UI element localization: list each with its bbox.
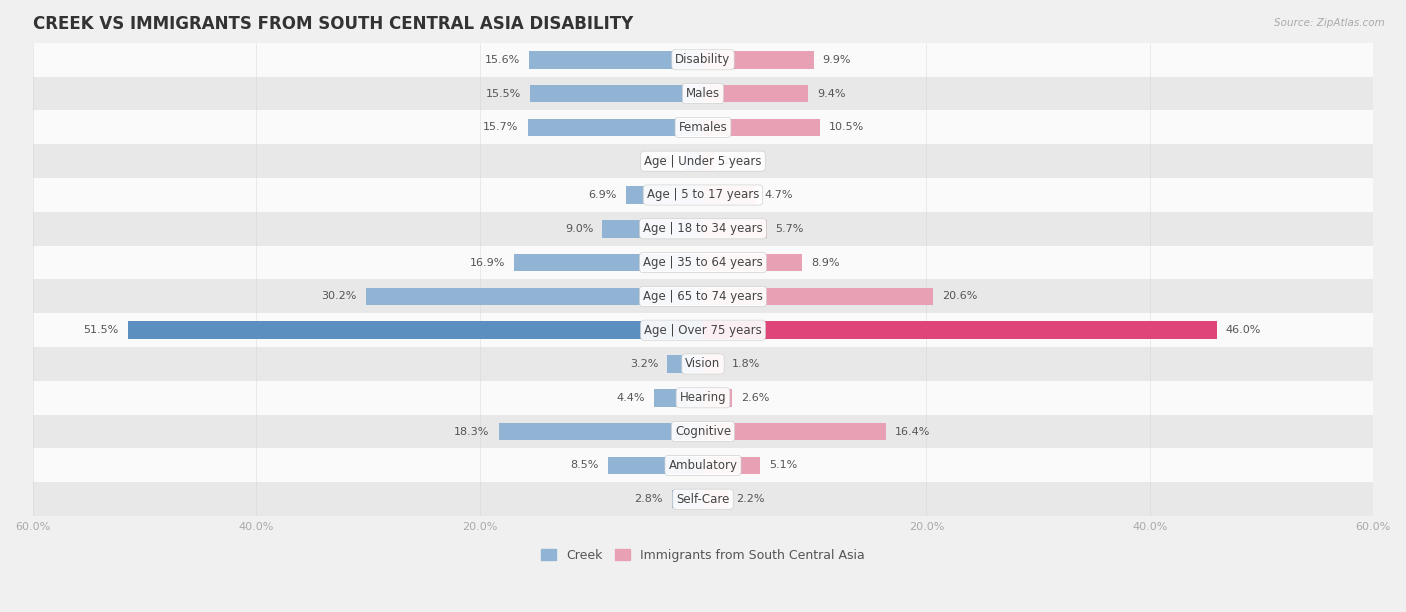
Text: 9.4%: 9.4% bbox=[817, 89, 845, 99]
Text: Ambulatory: Ambulatory bbox=[668, 459, 738, 472]
Bar bbox=[626, 186, 703, 204]
Text: Females: Females bbox=[679, 121, 727, 134]
Text: 51.5%: 51.5% bbox=[83, 325, 118, 335]
Text: 5.7%: 5.7% bbox=[776, 224, 804, 234]
Text: CREEK VS IMMIGRANTS FROM SOUTH CENTRAL ASIA DISABILITY: CREEK VS IMMIGRANTS FROM SOUTH CENTRAL A… bbox=[32, 15, 633, 33]
Text: Hearing: Hearing bbox=[679, 391, 727, 405]
Text: Age | 35 to 64 years: Age | 35 to 64 years bbox=[643, 256, 763, 269]
Bar bbox=[703, 288, 934, 305]
Bar bbox=[527, 119, 703, 136]
Bar bbox=[32, 43, 1374, 76]
Bar bbox=[607, 457, 703, 474]
Bar bbox=[703, 85, 808, 102]
Text: 16.4%: 16.4% bbox=[896, 427, 931, 436]
Text: Males: Males bbox=[686, 87, 720, 100]
Bar bbox=[32, 381, 1374, 415]
Text: 9.0%: 9.0% bbox=[565, 224, 593, 234]
Text: Age | 65 to 74 years: Age | 65 to 74 years bbox=[643, 290, 763, 303]
Bar bbox=[32, 144, 1374, 178]
Bar bbox=[32, 245, 1374, 280]
Bar bbox=[32, 212, 1374, 245]
Text: 2.2%: 2.2% bbox=[737, 494, 765, 504]
Bar bbox=[32, 178, 1374, 212]
Bar bbox=[515, 254, 703, 271]
Text: 5.1%: 5.1% bbox=[769, 460, 797, 471]
Bar bbox=[530, 85, 703, 102]
Bar bbox=[703, 51, 814, 69]
Text: 15.5%: 15.5% bbox=[485, 89, 520, 99]
Text: Disability: Disability bbox=[675, 53, 731, 66]
Bar bbox=[703, 119, 820, 136]
Text: 2.8%: 2.8% bbox=[634, 494, 662, 504]
Text: Age | Over 75 years: Age | Over 75 years bbox=[644, 324, 762, 337]
Bar bbox=[529, 51, 703, 69]
Bar bbox=[703, 321, 1218, 339]
Text: 4.7%: 4.7% bbox=[765, 190, 793, 200]
Bar bbox=[703, 186, 755, 204]
Text: 8.9%: 8.9% bbox=[811, 258, 839, 267]
Bar bbox=[32, 280, 1374, 313]
Bar bbox=[668, 355, 703, 373]
Text: Cognitive: Cognitive bbox=[675, 425, 731, 438]
Text: Age | 5 to 17 years: Age | 5 to 17 years bbox=[647, 188, 759, 201]
Bar bbox=[672, 490, 703, 508]
Bar bbox=[703, 423, 886, 441]
Text: 16.9%: 16.9% bbox=[470, 258, 505, 267]
Bar bbox=[703, 457, 761, 474]
Text: Age | Under 5 years: Age | Under 5 years bbox=[644, 155, 762, 168]
Text: 1.6%: 1.6% bbox=[648, 156, 676, 166]
Bar bbox=[32, 482, 1374, 516]
Bar bbox=[703, 389, 733, 406]
Text: 1.0%: 1.0% bbox=[723, 156, 751, 166]
Text: 20.6%: 20.6% bbox=[942, 291, 977, 301]
Bar bbox=[602, 220, 703, 237]
Text: 15.6%: 15.6% bbox=[485, 55, 520, 65]
Text: 8.5%: 8.5% bbox=[571, 460, 599, 471]
Bar bbox=[654, 389, 703, 406]
Bar bbox=[32, 449, 1374, 482]
Text: 10.5%: 10.5% bbox=[830, 122, 865, 132]
Text: Age | 18 to 34 years: Age | 18 to 34 years bbox=[643, 222, 763, 235]
Bar bbox=[32, 76, 1374, 111]
Text: 15.7%: 15.7% bbox=[484, 122, 519, 132]
Bar bbox=[703, 152, 714, 170]
Bar bbox=[703, 355, 723, 373]
Text: 1.8%: 1.8% bbox=[733, 359, 761, 369]
Bar bbox=[685, 152, 703, 170]
Bar bbox=[366, 288, 703, 305]
Bar bbox=[32, 415, 1374, 449]
Bar bbox=[703, 254, 803, 271]
Text: Source: ZipAtlas.com: Source: ZipAtlas.com bbox=[1274, 18, 1385, 28]
Text: 9.9%: 9.9% bbox=[823, 55, 851, 65]
Bar bbox=[128, 321, 703, 339]
Text: 30.2%: 30.2% bbox=[321, 291, 357, 301]
Legend: Creek, Immigrants from South Central Asia: Creek, Immigrants from South Central Asi… bbox=[536, 543, 870, 567]
Text: 18.3%: 18.3% bbox=[454, 427, 489, 436]
Text: Vision: Vision bbox=[685, 357, 721, 370]
Text: Self-Care: Self-Care bbox=[676, 493, 730, 506]
Bar bbox=[32, 111, 1374, 144]
Text: 46.0%: 46.0% bbox=[1226, 325, 1261, 335]
Text: 4.4%: 4.4% bbox=[616, 393, 645, 403]
Text: 2.6%: 2.6% bbox=[741, 393, 769, 403]
Bar bbox=[32, 347, 1374, 381]
Bar bbox=[499, 423, 703, 441]
Text: 6.9%: 6.9% bbox=[589, 190, 617, 200]
Bar bbox=[703, 490, 727, 508]
Bar bbox=[32, 313, 1374, 347]
Bar bbox=[703, 220, 766, 237]
Text: 3.2%: 3.2% bbox=[630, 359, 658, 369]
